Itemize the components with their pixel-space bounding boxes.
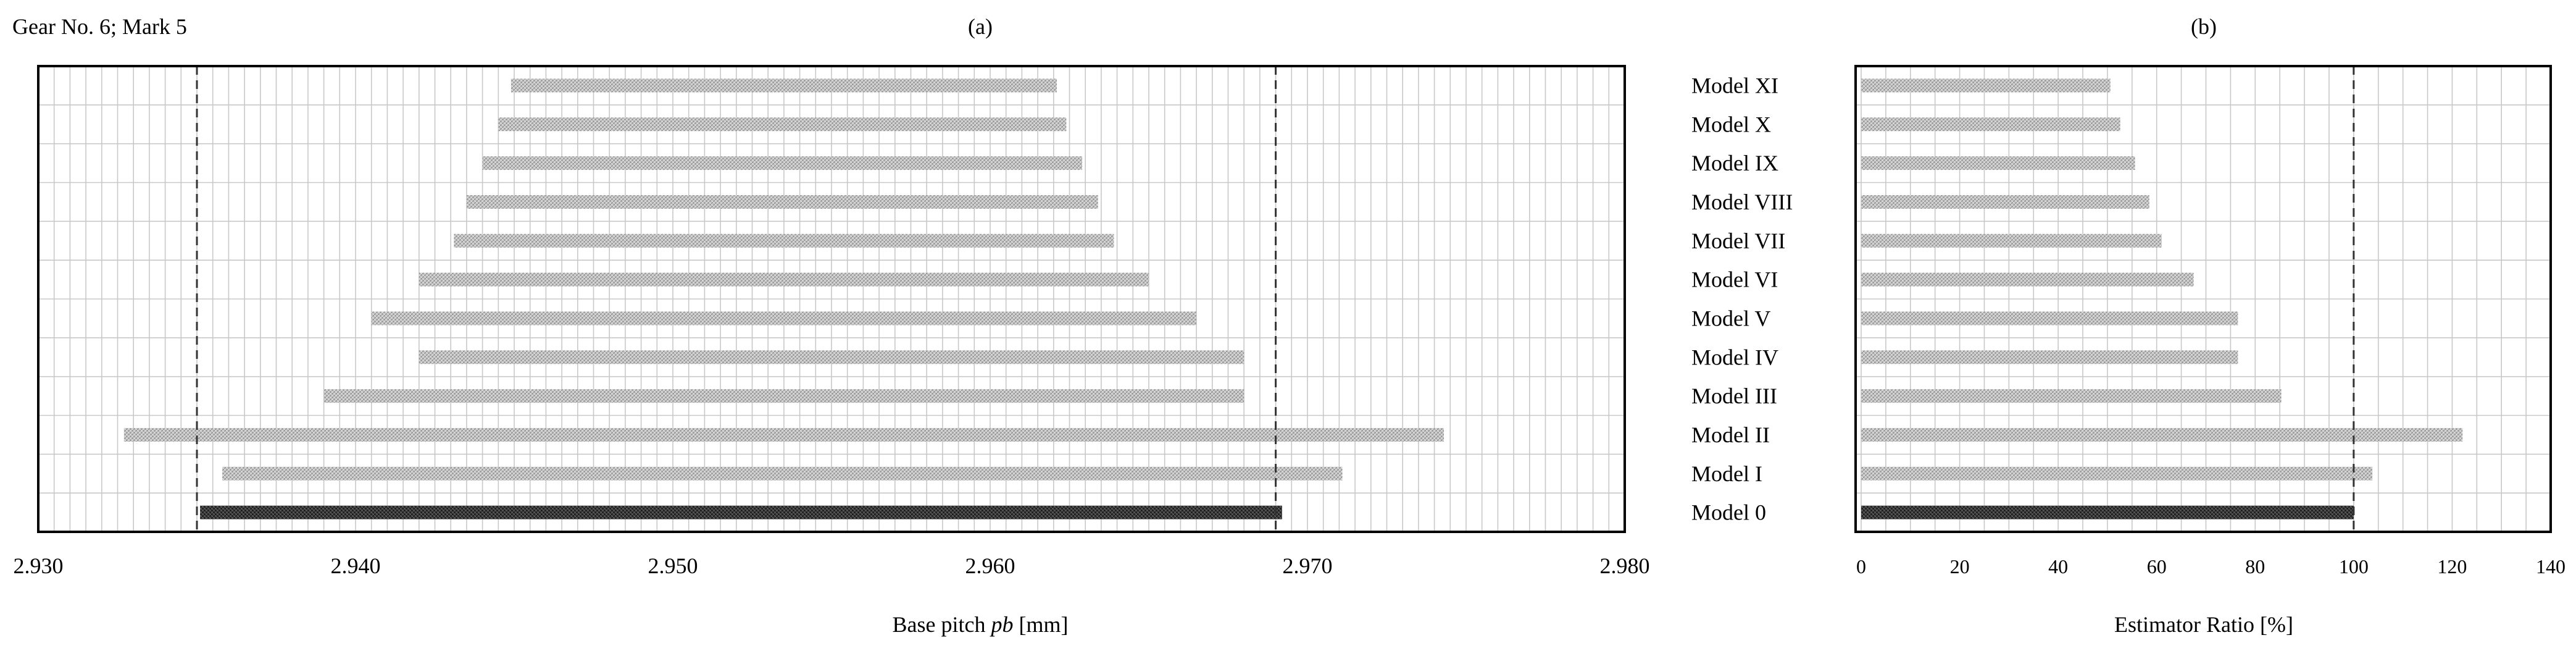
chart-a-category-label: Model III	[1691, 384, 1777, 408]
chart-b-bar-model-iii	[1861, 389, 2282, 403]
chart-a-plot-frame	[37, 65, 1626, 533]
chart-a-category-label: Model V	[1691, 306, 1770, 330]
chart-a-category-label: Model IX	[1691, 151, 1778, 175]
chart-b-bar-model-0	[1861, 505, 2354, 519]
chart-a-bar-model-iv	[419, 350, 1244, 364]
chart-a-title: (a)	[968, 14, 993, 39]
chart-a-bars	[123, 78, 1444, 519]
chart-a-bar-model-x	[498, 117, 1067, 132]
chart-b-tick-label: 40	[2048, 555, 2068, 578]
chart-a-grid	[38, 65, 1625, 532]
chart-a-tick-label: 2.960	[965, 553, 1015, 578]
chart-a-category-label: Model X	[1691, 112, 1771, 137]
chart-b-tick-label: 0	[1856, 555, 1866, 578]
chart-a-bar-model-ii	[123, 427, 1444, 442]
chart-b-tick-label: 120	[2437, 555, 2467, 578]
chart-b-title: (b)	[2191, 14, 2217, 39]
chart-a-tick-label: 2.970	[1283, 553, 1333, 578]
chart-a-tick-label: 2.950	[648, 553, 698, 578]
chart-a-tick-label: 2.980	[1600, 553, 1650, 578]
chart-b-grid	[1856, 65, 2551, 532]
chart-a-bar-model-viii	[466, 195, 1098, 209]
chart-b-bars	[1861, 78, 2463, 519]
chart-b-tick-label: 60	[2147, 555, 2167, 578]
chart-a-bar-model-iii	[323, 389, 1244, 403]
chart-b-bar-model-vii	[1861, 233, 2162, 248]
chart-b-bar-model-ix	[1861, 156, 2135, 170]
chart-a-category-label: Model IV	[1691, 345, 1778, 369]
chart-a-category-label: Model 0	[1691, 500, 1766, 525]
gear-label: Gear No. 6; Mark 5	[12, 14, 187, 39]
chart-b-bar-model-xi	[1861, 78, 2111, 93]
chart-b-bar-model-v	[1861, 311, 2238, 326]
chart-b-tick-label: 80	[2245, 555, 2265, 578]
chart-a-bar-model-0	[200, 505, 1282, 519]
chart-b-tick-label: 100	[2339, 555, 2369, 578]
chart-a-category-label: Model VII	[1691, 229, 1785, 253]
chart-b-plot-frame	[1854, 65, 2552, 533]
chart-a-bar-model-vi	[419, 272, 1149, 287]
chart-b-bar-model-iv	[1861, 350, 2238, 364]
chart-a-category-label: Model II	[1691, 423, 1770, 447]
chart-b-bar-model-vi	[1861, 272, 2194, 287]
chart-b-bar-model-i	[1861, 466, 2373, 481]
chart-a-category-label: Model I	[1691, 461, 1762, 486]
chart-b-bar-model-x	[1861, 117, 2120, 132]
chart-a-category-label: Model VI	[1691, 267, 1778, 292]
chart-b-xlabel: Estimator Ratio [%]	[2114, 612, 2293, 637]
chart-b-tick-labels: 0 20 40 60 80 100 120 140	[1856, 555, 2566, 578]
chart-b-bar-model-viii	[1861, 195, 2149, 209]
chart-b: (b) 0 20 40 60 80 100 120 140 Estimator Ratio […	[1854, 14, 2566, 637]
chart-a-bar-model-ix	[482, 156, 1083, 170]
chart-b-tick-label: 140	[2536, 555, 2566, 578]
chart-a-bar-model-vii	[454, 233, 1114, 248]
chart-a-tick-labels: 2.930 2.940 2.950 2.960 2.970 2.980	[14, 553, 1650, 578]
chart-a-xlabel: Base pitch pb [mm]	[893, 612, 1069, 637]
chart-b-bar-model-ii	[1861, 427, 2463, 442]
chart-a-category-labels: Model XI Model X Model IX Model VIII Model V…	[1691, 73, 1793, 524]
chart-a-tick-label: 2.930	[14, 553, 64, 578]
chart-b-tick-label: 20	[1950, 555, 1970, 578]
chart-a-category-label: Model VIII	[1691, 190, 1793, 214]
chart-a-category-label: Model XI	[1691, 73, 1778, 98]
chart-a-bar-model-xi	[511, 78, 1057, 93]
chart-a-reference-lines	[196, 66, 1277, 532]
chart-a-bar-model-v	[371, 311, 1197, 326]
chart-a-tick-label: 2.940	[331, 553, 381, 578]
chart-a-bar-model-i	[222, 466, 1343, 481]
